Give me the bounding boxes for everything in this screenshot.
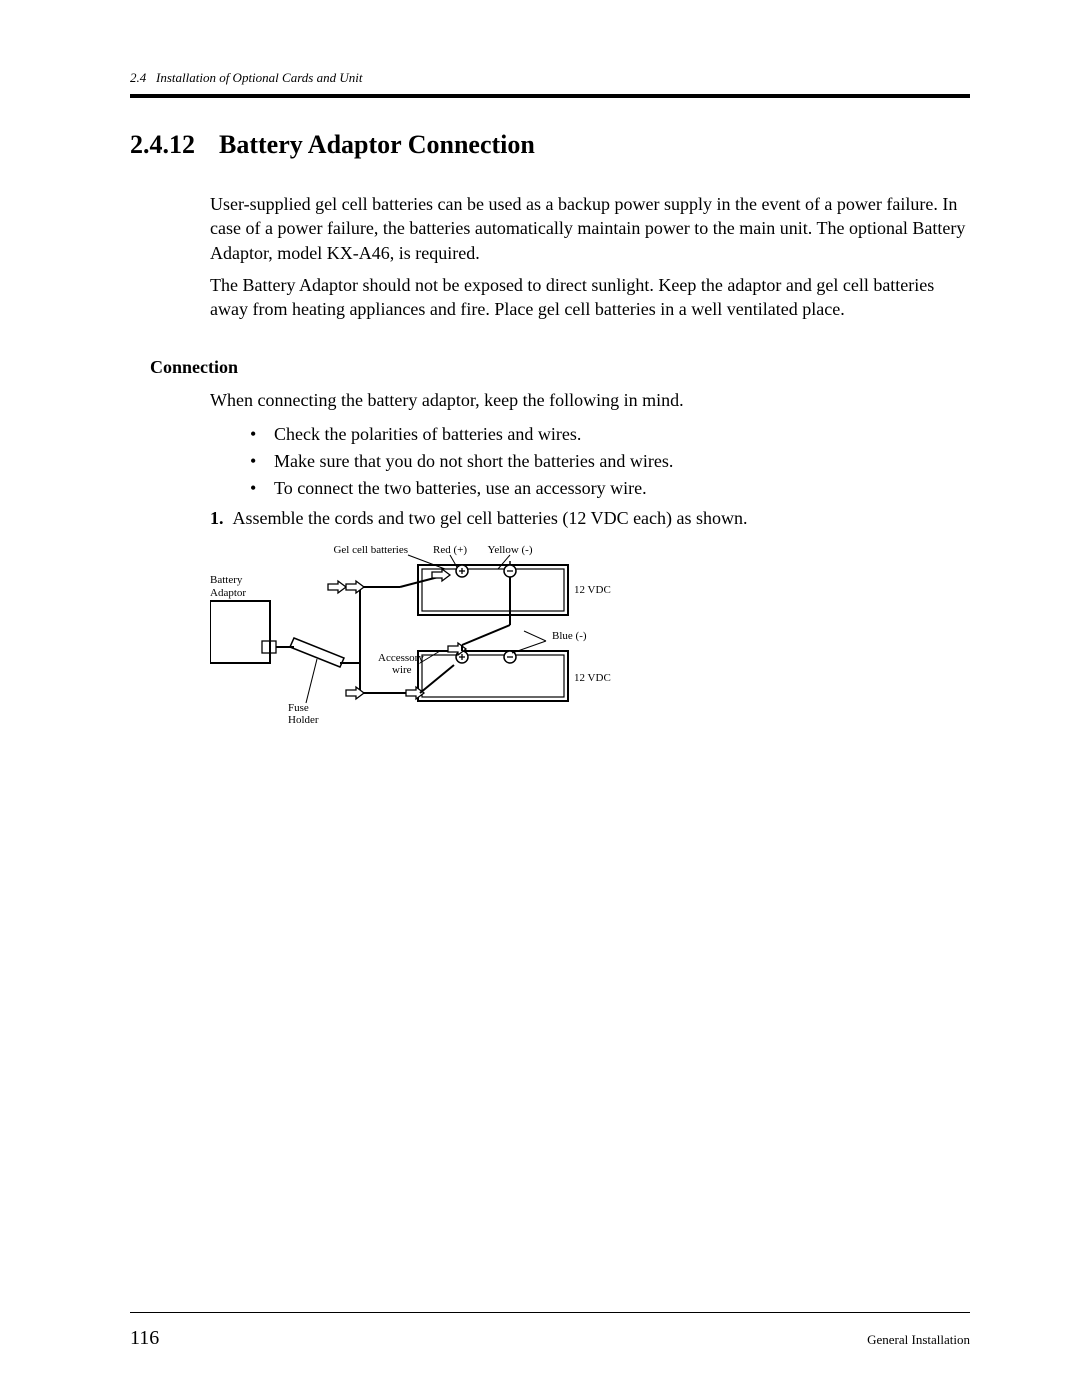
svg-text:Fuse: Fuse — [288, 702, 309, 714]
step-number: 1. — [210, 508, 224, 528]
header-section-title: Installation of Optional Cards and Unit — [156, 70, 362, 85]
intro-paragraph-2: The Battery Adaptor should not be expose… — [210, 273, 970, 322]
header-section-ref: 2.4 — [130, 70, 146, 85]
battery-diagram: Gel cell batteries Red (+) Yellow (-) Batte… — [210, 541, 970, 736]
bullet-item: Make sure that you do not short the batt… — [250, 448, 970, 475]
svg-text:12 VDC: 12 VDC — [574, 584, 611, 596]
svg-text:Holder: Holder — [288, 714, 319, 726]
connection-bullets: Check the polarities of batteries and wi… — [250, 421, 970, 502]
connection-heading: Connection — [150, 357, 970, 378]
step-1: 1. Assemble the cords and two gel cell b… — [210, 508, 970, 529]
connection-lead: When connecting the battery adaptor, kee… — [210, 388, 970, 412]
page-footer: 116 General Installation — [130, 1312, 970, 1350]
intro-paragraph-1: User-supplied gel cell batteries can be … — [210, 192, 970, 265]
running-header: 2.4 Installation of Optional Cards and U… — [130, 70, 970, 86]
section-number: 2.4.12 — [130, 130, 195, 160]
svg-text:Red (+): Red (+) — [433, 544, 467, 556]
svg-text:Accessory: Accessory — [378, 652, 424, 664]
footer-rule — [130, 1312, 970, 1313]
section-title: Battery Adaptor Connection — [219, 130, 535, 160]
header-rule — [130, 94, 970, 98]
svg-text:Yellow (-): Yellow (-) — [487, 544, 532, 556]
svg-text:12 VDC: 12 VDC — [574, 672, 611, 684]
svg-text:wire: wire — [392, 664, 412, 676]
step-text: Assemble the cords and two gel cell batt… — [233, 508, 748, 528]
svg-text:Battery: Battery — [210, 574, 243, 586]
page-number: 116 — [130, 1327, 159, 1350]
svg-text:Blue (-): Blue (-) — [552, 630, 587, 642]
bullet-item: Check the polarities of batteries and wi… — [250, 421, 970, 448]
footer-label: General Installation — [867, 1332, 970, 1348]
bullet-item: To connect the two batteries, use an acc… — [250, 475, 970, 502]
svg-text:Adaptor: Adaptor — [210, 587, 246, 599]
svg-text:Gel cell batteries: Gel cell batteries — [333, 544, 408, 556]
section-title-row: 2.4.12 Battery Adaptor Connection — [130, 130, 970, 160]
